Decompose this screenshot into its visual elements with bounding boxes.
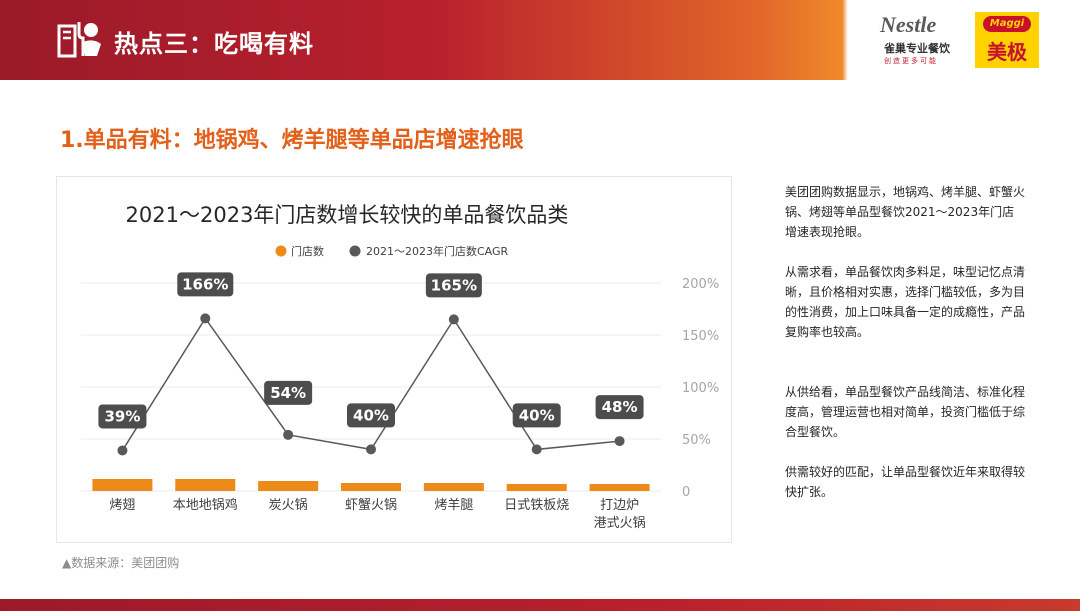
- chart-title: 2021～2023年门店数增长较快的单品餐饮品类: [126, 203, 569, 227]
- legend-marker-bar: [275, 245, 287, 257]
- maggi-text: 美极: [987, 40, 1027, 64]
- paragraph-4: 供需较好的匹配，让单品型餐饮近年来取得较快扩张。: [785, 465, 1026, 499]
- dining-icon: [57, 22, 101, 58]
- bar: [92, 479, 153, 491]
- maggi-logo: Maggi 美极: [975, 12, 1039, 68]
- header-title: 热点三：吃喝有料: [114, 30, 314, 58]
- data-source: ▲数据来源：美团团购: [62, 556, 180, 570]
- nestle-sub: 雀巢专业餐饮: [884, 42, 950, 55]
- maggi-badge: Maggi: [983, 16, 1031, 32]
- line-point: [614, 436, 625, 447]
- bar: [423, 483, 484, 491]
- data-label-box: [425, 273, 482, 298]
- x-tick-label: 烤翅: [109, 497, 135, 513]
- data-label: 54%: [270, 384, 306, 402]
- y-tick-label: 200%: [682, 277, 719, 292]
- nestle-brand: Nestle: [880, 12, 937, 37]
- bar: [341, 483, 401, 491]
- data-label: 165%: [431, 276, 477, 294]
- data-label: 40%: [353, 406, 389, 424]
- chart-panel: 2021～2023年门店数增长较快的单品餐饮品类门店数 2021～2023年门店数…: [56, 176, 732, 543]
- nestle-slogan: 创造更多可能: [884, 57, 938, 65]
- line-point: [366, 444, 376, 455]
- series-line-cagr: [121, 317, 620, 451]
- x-tick-label: 打边炉: [600, 498, 639, 513]
- footer-bar: [0, 599, 1080, 611]
- line-point: [200, 313, 211, 324]
- legend-marker-line: [349, 245, 361, 257]
- line-point: [117, 445, 128, 456]
- nestle-logo: Nestle 雀巢专业餐饮 创造更多可能: [874, 10, 960, 68]
- bar: [175, 479, 236, 491]
- data-label-box: [595, 395, 644, 420]
- legend-label-line: 2021～2023年门店数CAGR: [366, 244, 509, 258]
- data-label: 48%: [602, 398, 638, 416]
- bar: [506, 484, 567, 491]
- legend-label-bar: 门店数: [291, 244, 324, 258]
- data-label: 166%: [182, 275, 228, 293]
- x-tick-label: 港式火锅: [594, 515, 646, 531]
- y-tick-label: 50%: [682, 433, 711, 448]
- bar: [589, 484, 650, 491]
- bar: [258, 481, 319, 491]
- y-tick-label: 150%: [682, 329, 719, 344]
- x-tick-label: 日式铁板烧: [504, 498, 569, 513]
- section-title: 1.单品有料：地锅鸡、烤羊腿等单品店增速抢眼: [60, 128, 524, 153]
- line-point: [283, 429, 294, 440]
- data-label-box: [264, 380, 313, 405]
- header-banner: 热点三：吃喝有料: [0, 0, 1080, 80]
- x-tick-label: 炭火锅: [269, 497, 308, 513]
- paragraph-1: 美团团购数据显示，地锅鸡、烤羊腿、虾蟹火锅、烤翅等单品型餐饮2021～2023年…: [785, 185, 1026, 239]
- data-label: 39%: [104, 407, 140, 425]
- line-point: [531, 444, 542, 455]
- y-tick-label: 100%: [682, 381, 719, 396]
- line-point: [448, 314, 459, 325]
- data-label-box: [512, 403, 561, 428]
- paragraph-3: 从供给看，单品型餐饮产品线简洁、标准化程度高，管理运营也相对简单，投资门槛低于综…: [785, 385, 1026, 439]
- x-tick-label: 烤羊腿: [434, 497, 473, 513]
- paragraph-2: 从需求看，单品餐饮肉多料足，味型记忆点清晰，且价格相对实惠，选择门槛较低，多为目…: [785, 265, 1026, 339]
- data-label-box: [98, 404, 147, 429]
- data-label: 40%: [519, 406, 555, 424]
- x-tick-label: 虾蟹火锅: [345, 497, 397, 513]
- x-tick-label: 本地地锅鸡: [173, 497, 238, 513]
- y-tick-label: 0: [682, 485, 690, 500]
- data-label-box: [177, 272, 234, 297]
- data-label-box: [347, 403, 395, 428]
